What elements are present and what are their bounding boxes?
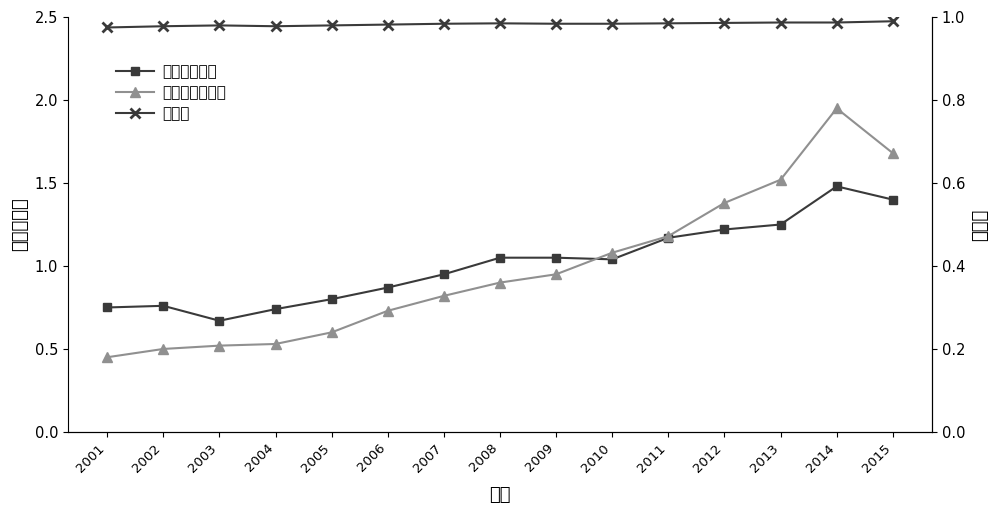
耦合度 [662, 20, 674, 26]
生态足迹归一化 [550, 271, 562, 278]
生态足迹归一化 [101, 354, 113, 360]
生态足迹归一化 [438, 293, 450, 299]
耦合度 [157, 23, 169, 29]
水足迹归一化 [775, 221, 787, 228]
水足迹归一化 [101, 304, 113, 311]
水足迹归一化 [326, 296, 338, 302]
Y-axis label: 耦合度: 耦合度 [971, 209, 989, 241]
水足迹归一化 [831, 183, 843, 190]
生态足迹归一化 [382, 307, 394, 314]
生态足迹归一化 [213, 342, 225, 349]
水足迹归一化 [887, 197, 899, 203]
耦合度 [101, 24, 113, 30]
耦合度 [550, 21, 562, 27]
Line: 生态足迹归一化: 生态足迹归一化 [102, 104, 898, 362]
耦合度 [831, 20, 843, 26]
水足迹归一化 [438, 271, 450, 278]
耦合度 [606, 21, 618, 27]
水足迹归一化 [213, 318, 225, 324]
Line: 水足迹归一化: 水足迹归一化 [103, 182, 897, 325]
水足迹归一化 [718, 227, 730, 233]
水足迹归一化 [494, 254, 506, 261]
Y-axis label: 归一化指数: 归一化指数 [11, 198, 29, 251]
水足迹归一化 [157, 303, 169, 309]
生态足迹归一化 [775, 177, 787, 183]
Legend: 水足迹归一化, 生态足迹归一化, 耦合度: 水足迹归一化, 生态足迹归一化, 耦合度 [110, 58, 232, 127]
生态足迹归一化 [718, 200, 730, 206]
生态足迹归一化 [606, 250, 618, 256]
耦合度 [887, 18, 899, 24]
水足迹归一化 [662, 235, 674, 241]
生态足迹归一化 [157, 346, 169, 352]
X-axis label: 年份: 年份 [489, 486, 511, 504]
耦合度 [270, 23, 282, 29]
耦合度 [718, 20, 730, 26]
生态足迹归一化 [270, 341, 282, 347]
Line: 耦合度: 耦合度 [102, 16, 898, 32]
水足迹归一化 [270, 306, 282, 312]
耦合度 [213, 22, 225, 28]
水足迹归一化 [606, 256, 618, 263]
生态足迹归一化 [494, 280, 506, 286]
耦合度 [382, 22, 394, 28]
生态足迹归一化 [326, 329, 338, 335]
耦合度 [494, 20, 506, 26]
耦合度 [775, 20, 787, 26]
耦合度 [438, 21, 450, 27]
生态足迹归一化 [887, 150, 899, 156]
水足迹归一化 [550, 254, 562, 261]
生态足迹归一化 [662, 233, 674, 239]
生态足迹归一化 [831, 105, 843, 111]
耦合度 [326, 22, 338, 28]
水足迹归一化 [382, 284, 394, 290]
